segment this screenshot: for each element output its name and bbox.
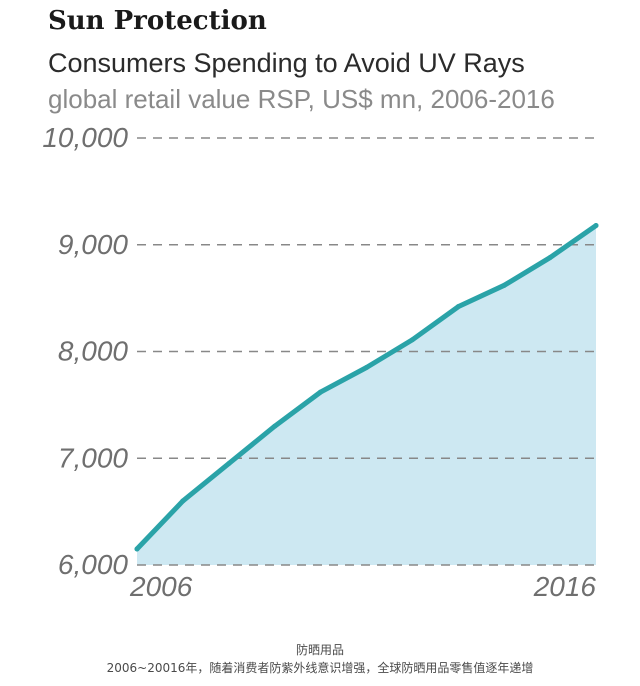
y-tick-label: 8,000: [58, 336, 128, 367]
y-tick-label: 9,000: [58, 229, 128, 260]
data-point: [547, 255, 553, 261]
y-tick-label: 10,000: [42, 122, 128, 153]
data-point: [180, 498, 186, 504]
data-point: [134, 546, 140, 552]
chart-title: Consumers Spending to Avoid UV Rays: [48, 48, 525, 78]
data-point: [501, 282, 507, 288]
area-chart: 6,000 7,000 8,000 9,000 10,000 2006 2016: [42, 122, 599, 602]
y-tick-label: 7,000: [58, 442, 128, 473]
chart-heading: Sun Protection: [48, 6, 267, 36]
x-tick-label: 2016: [533, 571, 597, 602]
caption-title: 防晒用品: [295, 643, 344, 657]
data-point: [364, 365, 369, 371]
data-point: [593, 223, 599, 229]
y-tick-label: 6,000: [58, 549, 128, 580]
caption-text: 2006~20016年，随着消费者防紫外线意识增强，全球防晒用品零售值逐年递增: [106, 661, 534, 675]
data-point: [409, 337, 415, 343]
area-fill: [137, 225, 596, 565]
chart-subtitle: global retail value RSP, US$ mn, 2006-20…: [48, 84, 555, 114]
x-tick-label: 2006: [129, 571, 193, 602]
data-point: [226, 461, 232, 467]
data-point: [272, 423, 278, 429]
data-point: [455, 304, 461, 310]
data-point: [318, 389, 324, 395]
